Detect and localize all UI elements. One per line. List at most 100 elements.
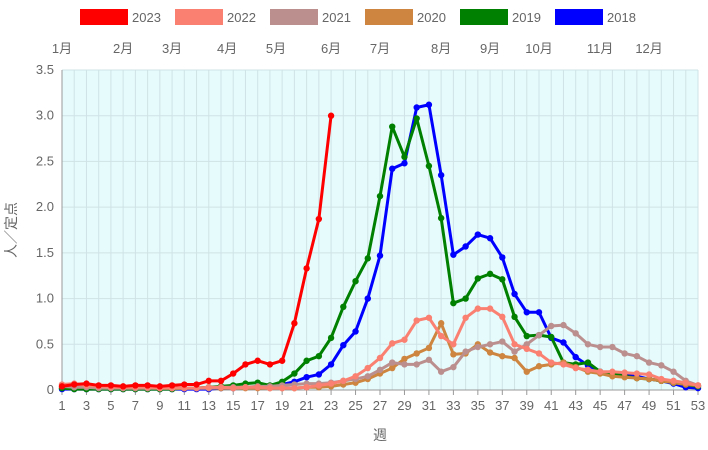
data-point-2019 — [291, 370, 298, 377]
data-point-2022 — [572, 364, 579, 372]
data-point-2021 — [364, 373, 371, 380]
data-point-2022 — [511, 341, 518, 348]
data-point-2022 — [584, 366, 592, 374]
month-label: 8月 — [431, 41, 451, 56]
data-point-2018 — [572, 353, 579, 361]
x-tick-label: 47 — [617, 398, 631, 413]
data-point-2019 — [474, 275, 482, 282]
data-point-2021 — [658, 362, 665, 369]
data-point-2021 — [486, 341, 494, 348]
data-point-2019 — [352, 278, 359, 285]
data-point-2021 — [609, 343, 616, 351]
data-point-2020 — [499, 352, 506, 360]
legend-item-2021[interactable]: 2021 — [270, 9, 351, 25]
data-point-2020 — [413, 350, 420, 357]
data-point-2023 — [230, 370, 237, 377]
data-point-2022 — [217, 384, 225, 391]
data-point-2021 — [376, 366, 384, 374]
data-point-2020 — [437, 320, 445, 327]
data-point-2020 — [633, 374, 641, 382]
x-tick-label: 33 — [446, 398, 460, 413]
data-point-2021 — [462, 348, 469, 355]
legend-item-2020[interactable]: 2020 — [365, 9, 446, 25]
data-point-2021 — [560, 321, 567, 329]
data-point-2018 — [462, 243, 469, 250]
data-point-2018 — [340, 342, 347, 349]
data-point-2023 — [132, 382, 139, 389]
data-point-2021 — [437, 368, 445, 375]
data-point-2021 — [425, 356, 433, 364]
x-tick-label: 5 — [107, 398, 114, 413]
x-tick-label: 49 — [642, 398, 656, 413]
legend-label: 2020 — [417, 10, 446, 25]
data-point-2023 — [303, 265, 310, 272]
data-point-2018 — [511, 290, 518, 298]
x-tick-label: 17 — [250, 398, 264, 413]
data-point-2018 — [303, 374, 310, 381]
data-point-2023 — [107, 382, 115, 389]
x-tick-label: 39 — [520, 398, 534, 413]
data-point-2023 — [205, 377, 212, 385]
month-label: 2月 — [113, 41, 133, 56]
data-point-2020 — [425, 344, 433, 352]
data-point-2022 — [682, 379, 689, 386]
data-point-2020 — [609, 373, 616, 380]
data-point-2018 — [413, 104, 420, 111]
data-point-2022 — [548, 359, 555, 366]
legend-item-2023[interactable]: 2023 — [80, 9, 161, 25]
x-tick-label: 23 — [324, 398, 338, 413]
month-label: 1月 — [52, 41, 72, 56]
data-point-2022 — [352, 373, 359, 380]
month-label: 11月 — [587, 41, 614, 56]
legend-item-2019[interactable]: 2019 — [460, 9, 541, 25]
data-point-2022 — [327, 380, 335, 387]
data-point-2022 — [486, 305, 494, 312]
legend-swatch — [270, 9, 318, 25]
data-point-2021 — [474, 343, 482, 351]
data-point-2018 — [425, 101, 433, 108]
data-point-2021 — [389, 359, 396, 366]
data-point-2018 — [327, 361, 335, 368]
data-point-2021 — [450, 363, 457, 371]
data-point-2018 — [535, 309, 543, 316]
data-point-2021 — [535, 331, 543, 339]
data-point-2020 — [621, 374, 628, 381]
data-point-2022 — [609, 368, 616, 375]
data-point-2023 — [291, 320, 298, 327]
legend-label: 2022 — [227, 10, 256, 25]
data-point-2022 — [462, 314, 469, 321]
x-tick-label: 11 — [178, 398, 192, 413]
data-point-2022 — [560, 361, 567, 368]
legend-swatch — [365, 9, 413, 25]
data-point-2022 — [425, 314, 433, 321]
data-point-2023 — [315, 215, 323, 223]
axes: 1 3 5 7 9 11 13 15 17 19 21 23 25 27 29 31 33 35 37 39 41 43 4… — [36, 62, 705, 413]
grid — [61, 69, 699, 391]
data-point-2019 — [425, 162, 433, 170]
x-tick-label: 35 — [471, 398, 485, 413]
data-point-2022 — [621, 369, 628, 376]
legend-swatch — [460, 9, 508, 25]
legend-item-2022[interactable]: 2022 — [175, 9, 256, 25]
x-tick-label: 21 — [299, 398, 313, 413]
legend-label: 2021 — [322, 10, 351, 25]
legend-item-2018[interactable]: 2018 — [555, 9, 636, 25]
legend[interactable]: 2023 2022 2021 2020 2019 2018 — [80, 9, 636, 25]
data-point-2018 — [437, 171, 445, 179]
legend-label: 2023 — [132, 10, 161, 25]
data-point-2019 — [327, 334, 335, 342]
data-point-2023 — [83, 380, 90, 387]
x-tick-label: 45 — [593, 398, 607, 413]
month-labels: 1月 2月 3月 4月 5月 6月 7月 8月 9月 10月 11月 12月 — [52, 41, 663, 56]
data-point-2020 — [535, 363, 543, 370]
data-point-2018 — [315, 371, 323, 378]
data-point-2018 — [364, 295, 371, 302]
data-point-2021 — [584, 341, 592, 348]
data-point-2019 — [389, 123, 396, 130]
x-tick-label: 43 — [568, 398, 582, 413]
month-label: 4月 — [217, 41, 237, 56]
data-point-2020 — [523, 368, 530, 375]
data-point-2021 — [511, 348, 518, 355]
y-tick-label: 3.5 — [36, 62, 54, 77]
data-point-2022 — [596, 368, 604, 375]
